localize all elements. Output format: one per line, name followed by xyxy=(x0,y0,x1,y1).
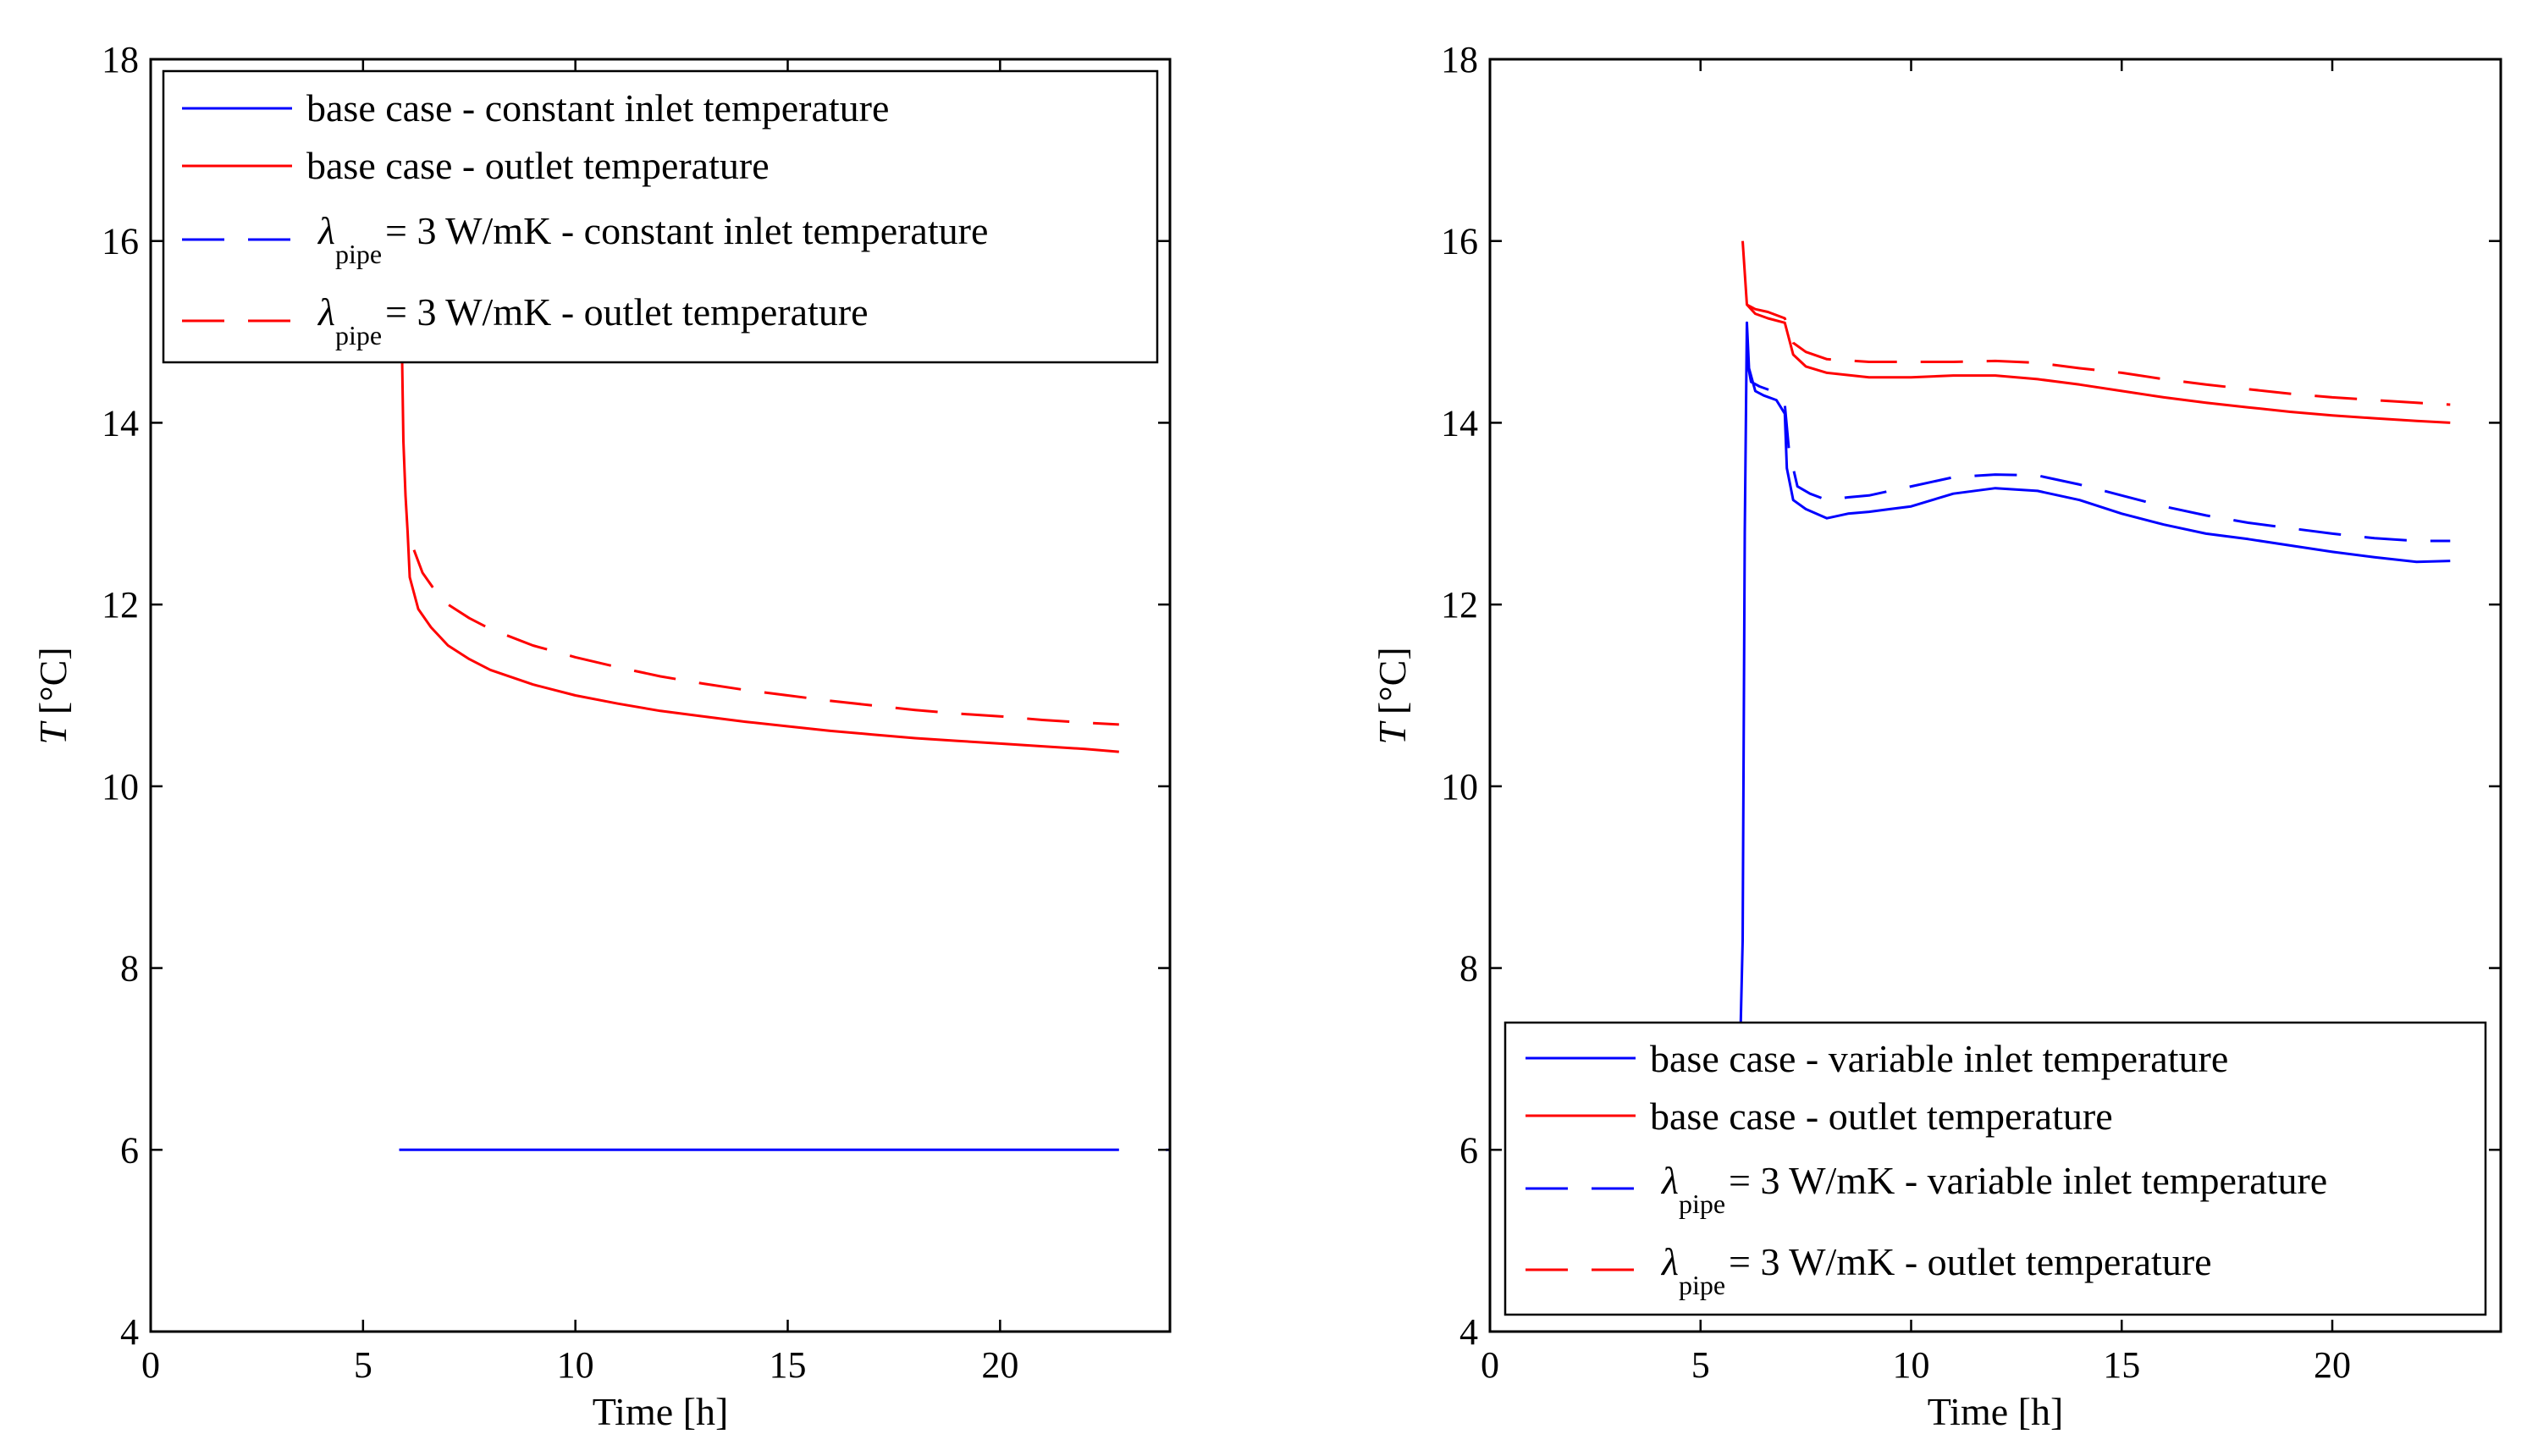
right-legend-lambda-2: λ xyxy=(1660,1159,1679,1202)
left-legend-rest-2: = 3 W/mK - constant inlet temperature xyxy=(385,209,988,252)
left-y-tick-label: 14 xyxy=(102,402,139,444)
left-chart-legend-box xyxy=(162,69,1159,364)
left-legend-label-0: base case - constant inlet temperature xyxy=(306,86,889,130)
right-chart-axes-box xyxy=(1488,58,2502,1333)
right-legend-rest-3: = 3 W/mK - outlet temperature xyxy=(1729,1240,2212,1283)
left-x-tick-label: 0 xyxy=(141,1344,160,1386)
left-chart-y-axis-label: T [°C] xyxy=(31,647,74,744)
right-y-tick-label: 8 xyxy=(1459,948,1478,990)
left-y-tick-label: 18 xyxy=(102,39,139,80)
left-chart: 0 5 10 15 20 4 6 8 10 12 14 16 18 Time [h] T [°C] bas… xyxy=(31,39,1172,1433)
right-series-2-line xyxy=(1746,359,2451,543)
right-chart-legend-box xyxy=(1503,1021,2487,1316)
left-legend-rest-3: = 3 W/mK - outlet temperature xyxy=(385,290,869,334)
right-x-tick-label: 20 xyxy=(2314,1344,2351,1386)
right-y-tick-label: 18 xyxy=(1441,39,1478,80)
left-chart-x-axis-label: Time [h] xyxy=(593,1390,729,1433)
right-y-tick-label: 6 xyxy=(1459,1129,1478,1171)
right-legend-sub-3: pipe xyxy=(1679,1270,1725,1300)
right-chart-x-axis-label: Time [h] xyxy=(1928,1390,2064,1433)
left-legend-sub-2: pipe xyxy=(335,239,382,269)
right-x-tick-label: 0 xyxy=(1481,1344,1499,1386)
left-x-tick-label: 20 xyxy=(981,1344,1018,1386)
right-chart-legend: base case - variable inlet temperature b… xyxy=(1503,1021,2487,1316)
right-chart-plot-area xyxy=(1739,240,2451,1032)
left-y-tick-label: 4 xyxy=(120,1311,139,1353)
right-x-tick-label: 5 xyxy=(1691,1344,1710,1386)
right-legend-lambda-3: λ xyxy=(1660,1240,1679,1283)
right-chart-ticks: 0 5 10 15 20 4 6 8 10 12 14 16 18 xyxy=(1441,39,2501,1386)
right-legend-rest-2: = 3 W/mK - variable inlet temperature xyxy=(1729,1159,2327,1202)
right-series-1-line xyxy=(1741,240,2451,424)
left-x-tick-label: 5 xyxy=(354,1344,372,1386)
left-chart-legend: base case - constant inlet temperature b… xyxy=(162,69,1159,364)
right-series-3-line xyxy=(1746,303,2451,406)
right-legend-label-2: λpipe= 3 W/mK - variable inlet temperatu… xyxy=(1660,1159,2327,1219)
right-chart-y-axis-label: T [°C] xyxy=(1371,647,1414,744)
left-y-tick-label: 8 xyxy=(120,948,139,990)
left-chart-ticks: 0 5 10 15 20 4 6 8 10 12 14 16 18 xyxy=(102,39,1170,1386)
left-legend-label-3: λpipe= 3 W/mK - outlet temperature xyxy=(317,290,869,350)
right-chart-series-group xyxy=(1739,240,2451,1032)
right-legend-label-0: base case - variable inlet temperature xyxy=(1650,1037,2228,1080)
left-x-tick-label: 10 xyxy=(557,1344,594,1386)
left-legend-lambda-2: λ xyxy=(317,209,335,252)
left-y-tick-label: 6 xyxy=(120,1129,139,1171)
left-chart-plot-area xyxy=(399,259,1170,1151)
right-y-tick-label: 14 xyxy=(1441,402,1478,444)
left-y-tick-label: 12 xyxy=(102,584,139,626)
right-y-tick-label: 4 xyxy=(1459,1311,1478,1353)
right-legend-sub-2: pipe xyxy=(1679,1189,1725,1219)
left-chart-y-axis-symbol: T xyxy=(31,720,74,745)
left-chart-axes-box xyxy=(149,58,1172,1333)
right-series-0-line xyxy=(1739,321,2451,1032)
right-y-tick-label: 10 xyxy=(1441,766,1478,808)
right-y-tick-label: 16 xyxy=(1441,221,1478,262)
left-y-tick-label: 10 xyxy=(102,766,139,808)
right-chart-y-axis-unit: [°C] xyxy=(1371,647,1414,714)
right-chart-y-axis-symbol: T xyxy=(1371,720,1414,745)
left-y-tick-label: 16 xyxy=(102,221,139,262)
left-x-tick-label: 15 xyxy=(770,1344,807,1386)
left-series-1-line xyxy=(400,259,1119,753)
left-legend-label-2: λpipe= 3 W/mK - constant inlet temperatu… xyxy=(317,209,988,269)
right-chart: 0 5 10 15 20 4 6 8 10 12 14 16 18 Time [h] T [°C] bas… xyxy=(1371,39,2502,1433)
left-series-3-line xyxy=(412,549,1119,726)
left-legend-sub-3: pipe xyxy=(335,320,382,350)
left-chart-y-axis-unit: [°C] xyxy=(31,647,74,714)
left-legend-lambda-3: λ xyxy=(317,290,335,334)
right-y-tick-label: 12 xyxy=(1441,584,1478,626)
right-legend-label-3: λpipe= 3 W/mK - outlet temperature xyxy=(1660,1240,2212,1300)
left-legend-label-1: base case - outlet temperature xyxy=(306,144,770,187)
right-x-tick-label: 15 xyxy=(2103,1344,2140,1386)
right-legend-label-1: base case - outlet temperature xyxy=(1650,1095,2113,1138)
right-x-tick-label: 10 xyxy=(1893,1344,1930,1386)
left-chart-series-group xyxy=(399,259,1170,1151)
